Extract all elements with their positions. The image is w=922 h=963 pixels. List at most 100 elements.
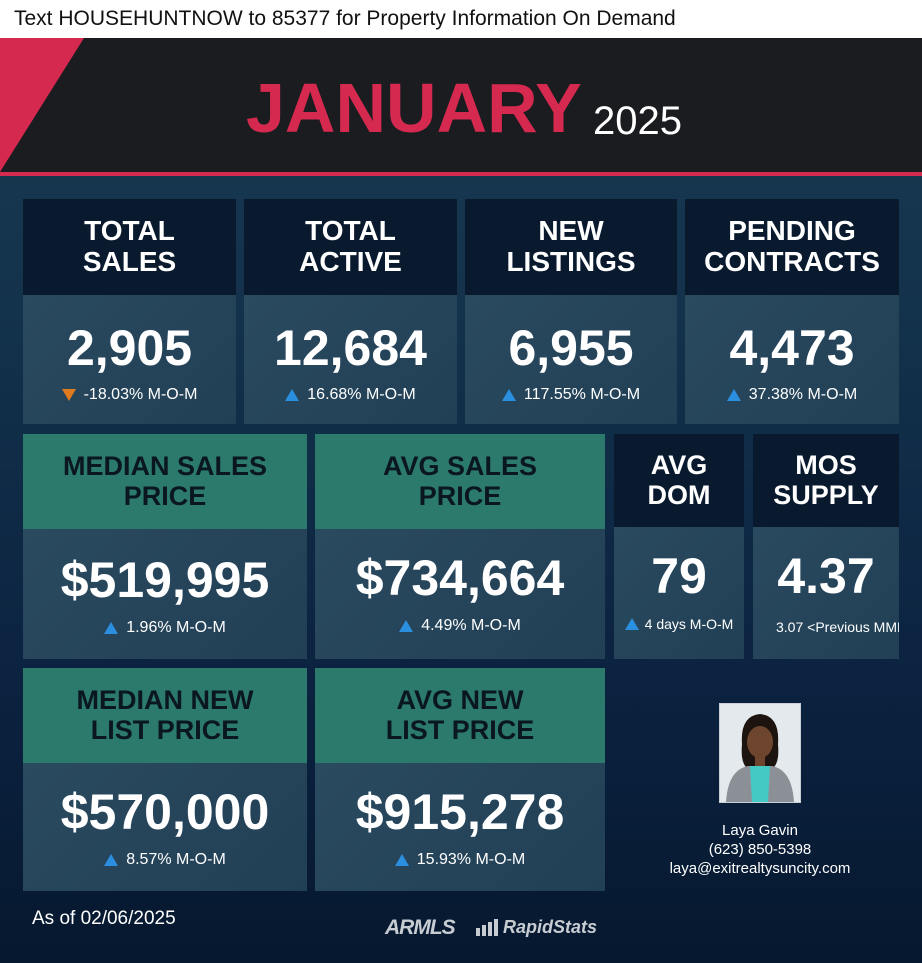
stat-title-line: SALES (82, 246, 177, 277)
stat-change: 15.93% M-O-M (315, 851, 605, 869)
stat-value: 6,955 (508, 320, 634, 376)
stat-title-line: LIST PRICE (90, 714, 240, 745)
stat-change: 4.49% M-O-M (315, 617, 605, 635)
stat-value: $915,278 (355, 784, 565, 840)
stat-card-body: 79 4 days M-O-M (614, 527, 744, 659)
stat-card-header: NEW LISTINGS (465, 199, 677, 295)
stat-card-body: 6,955 117.55% M-O-M (465, 295, 677, 424)
trend-up-icon (104, 854, 119, 866)
stat-change-text: 3.07 <Previous MMM> (776, 619, 899, 635)
stat-card-header: AVG SALES PRICE (315, 434, 605, 529)
stat-change-text: 117.55% M-O-M (523, 386, 641, 403)
stat-value: 4.37 (777, 548, 875, 604)
stat-title-line: LIST PRICE (385, 714, 535, 745)
trend-up-icon (624, 618, 639, 630)
trend-down-icon (61, 389, 76, 401)
stat-change: 16.68% M-O-M (244, 386, 457, 404)
stat-change-text: 8.57% M-O-M (126, 851, 226, 868)
armls-logo: ARMLS (385, 916, 456, 939)
stat-title-line: AVG NEW (396, 684, 524, 715)
agent-name: Laya Gavin (722, 822, 798, 839)
stat-change: 37.38% M-O-M (685, 386, 899, 404)
stat-title-line: AVG SALES (382, 450, 538, 481)
stat-card-body: $519,995 1.96% M-O-M (23, 529, 307, 659)
stat-card-new-listings: NEW LISTINGS 6,955 117.55% M-O-M (465, 199, 677, 424)
stat-change: 8.57% M-O-M (23, 851, 307, 869)
stat-title-line: ACTIVE (299, 246, 402, 277)
agent-portrait-icon (720, 704, 800, 802)
stat-card-header: TOTAL ACTIVE (244, 199, 457, 295)
stat-card-body: 4.37 3.07 <Previous MMM> (753, 527, 899, 659)
stat-card-avg-dom: AVG DOM 79 4 days M-O-M (614, 434, 744, 659)
agent-photo (719, 703, 801, 803)
stat-card-median-new-list-price: MEDIAN NEW LIST PRICE $570,000 8.57% M-O-… (23, 668, 307, 891)
month-title: JANUARY (246, 69, 582, 147)
stat-title-line: MEDIAN NEW (76, 684, 254, 715)
stat-title-line: LISTINGS (506, 246, 636, 277)
stat-card-total-active: TOTAL ACTIVE 12,684 16.68% M-O-M (244, 199, 457, 424)
stat-title-line: MEDIAN SALES (62, 450, 268, 481)
stat-title-line: AVG (650, 449, 708, 480)
rapidstats-bars-icon (476, 919, 498, 936)
stat-card-header: MEDIAN NEW LIST PRICE (23, 668, 307, 763)
stat-value: 12,684 (274, 320, 427, 376)
stat-card-avg-sales-price: AVG SALES PRICE $734,664 4.49% M-O-M (315, 434, 605, 659)
stat-value: $519,995 (60, 552, 270, 608)
stat-title-line: SUPPLY (773, 479, 879, 510)
stat-title-line: PENDING (728, 215, 856, 247)
header-accent-shape (0, 38, 84, 172)
agent-email: laya@exitrealtysuncity.com (669, 860, 851, 877)
stat-card-body: $915,278 15.93% M-O-M (315, 763, 605, 891)
stat-card-body: 12,684 16.68% M-O-M (244, 295, 457, 424)
stat-change: 4 days M-O-M (614, 616, 744, 632)
stat-value: $570,000 (60, 784, 270, 840)
agent-phone: (623) 850-5398 (708, 841, 812, 858)
header-divider (0, 172, 922, 176)
stat-value: 79 (651, 548, 707, 604)
stat-title-line: NEW (538, 215, 604, 247)
stat-title-line: PRICE (418, 480, 502, 511)
stat-change-text: 4.49% M-O-M (421, 617, 521, 634)
stat-card-body: $734,664 4.49% M-O-M (315, 529, 605, 659)
stat-change-text: 16.68% M-O-M (307, 386, 416, 403)
trend-up-icon (285, 389, 300, 401)
stat-title-line: PRICE (123, 480, 207, 511)
sms-banner: Text HOUSEHUNTNOW to 85377 for Property … (0, 0, 922, 38)
trend-up-icon (501, 389, 516, 401)
stat-change: -18.03% M-O-M (23, 386, 236, 404)
stat-value: 4,473 (729, 320, 855, 376)
stat-change-text: 1.96% M-O-M (126, 619, 226, 636)
stat-card-body: 4,473 37.38% M-O-M (685, 295, 899, 424)
stat-value: $734,664 (355, 550, 565, 606)
market-stats-poster: JANUARY 2025 TOTAL SALES 2,905 -18.03% M-… (0, 38, 922, 963)
stat-card-avg-new-list-price: AVG NEW LIST PRICE $915,278 15.93% M-O-M (315, 668, 605, 891)
stat-change-text: 37.38% M-O-M (748, 386, 858, 403)
stat-title-line: MOS (795, 449, 857, 480)
stat-card-median-sales-price: MEDIAN SALES PRICE $519,995 1.96% M-O-M (23, 434, 307, 659)
stat-card-header: AVG NEW LIST PRICE (315, 668, 605, 763)
stat-title-line: CONTRACTS (704, 246, 880, 277)
stat-card-body: 2,905 -18.03% M-O-M (23, 295, 236, 424)
as-of-date: As of 02/06/2025 (32, 908, 176, 929)
stat-change-text: 4 days M-O-M (644, 616, 734, 632)
stat-card-header: MOS SUPPLY (753, 434, 899, 527)
stat-title-line: TOTAL (305, 215, 396, 247)
stat-card-header: PENDING CONTRACTS (685, 199, 899, 295)
stat-change: 117.55% M-O-M (465, 386, 677, 404)
trend-up-icon (394, 854, 409, 866)
rapidstats-logo: RapidStats (503, 917, 598, 937)
stat-title-line: DOM (647, 479, 711, 510)
stat-card-total-sales: TOTAL SALES 2,905 -18.03% M-O-M (23, 199, 236, 424)
stat-value: 2,905 (66, 320, 193, 376)
stat-card-body: $570,000 8.57% M-O-M (23, 763, 307, 891)
stat-change-text: 15.93% M-O-M (416, 851, 526, 868)
poster-header: JANUARY 2025 (0, 38, 922, 172)
stat-change-text: -18.03% M-O-M (83, 386, 198, 403)
stat-card-pending-contracts: PENDING CONTRACTS 4,473 37.38% M-O-M (685, 199, 899, 424)
stat-change: 1.96% M-O-M (23, 619, 307, 637)
stat-card-header: AVG DOM (614, 434, 744, 527)
stat-title-line: TOTAL (84, 215, 175, 247)
trend-up-icon (726, 389, 741, 401)
trend-up-icon (399, 620, 414, 632)
